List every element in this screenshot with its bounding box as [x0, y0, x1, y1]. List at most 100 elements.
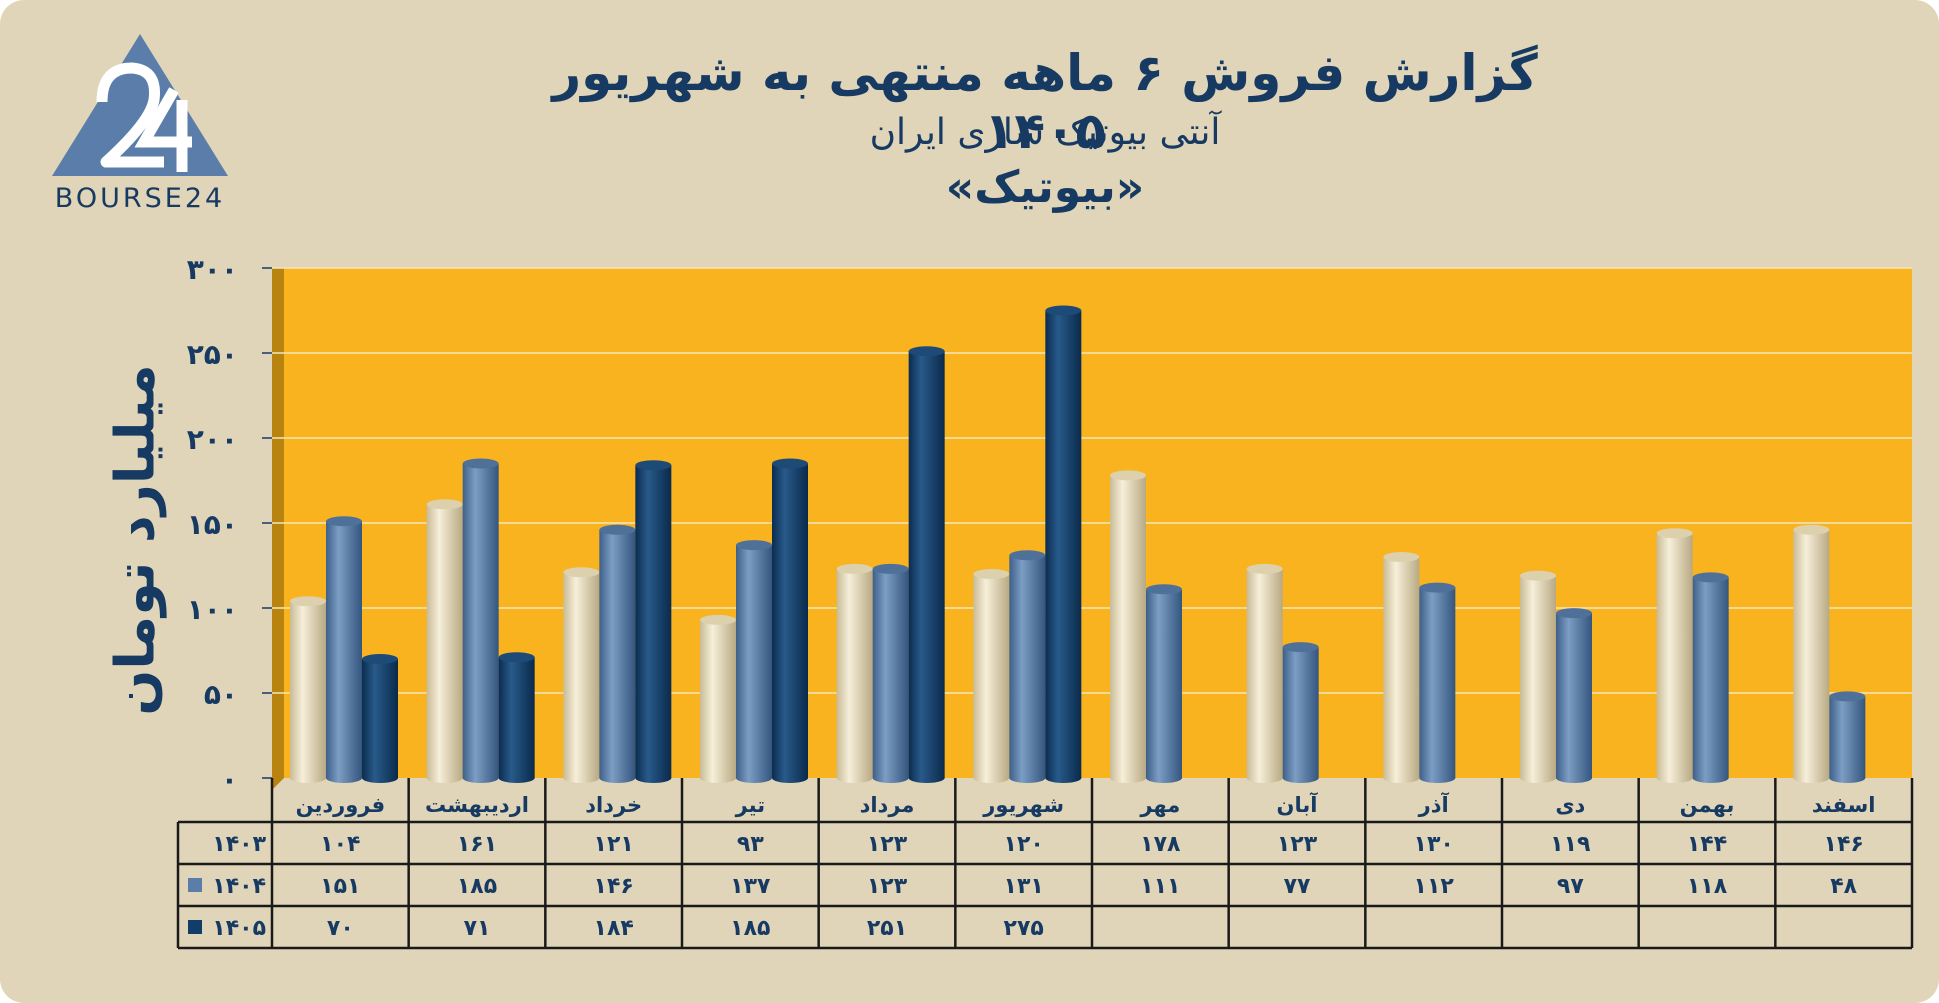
bar-base: [599, 773, 636, 783]
bar-body: [1793, 529, 1830, 778]
bar-9-0: [1520, 570, 1556, 783]
data-label: ۱۱۲: [1414, 874, 1455, 899]
bar-0-2: [362, 654, 398, 783]
data-label: ۱۱۱: [1140, 874, 1180, 899]
bar-cap: [498, 652, 535, 663]
bar-base: [1692, 773, 1729, 783]
bar-cap: [426, 499, 463, 510]
bar-1-2: [498, 652, 535, 783]
data-label: ۷۱: [464, 916, 491, 941]
bar-cap: [908, 346, 945, 357]
bar-body: [1556, 613, 1592, 778]
bar-body: [1520, 575, 1556, 778]
bar-cap: [872, 563, 909, 574]
bar-body: [772, 463, 808, 778]
x-tick-label: اردیبهشت: [425, 793, 529, 817]
bar-cap: [462, 458, 499, 469]
bar-cap: [1110, 470, 1146, 481]
bar-body: [462, 463, 499, 778]
data-label: ۱۵۱: [320, 874, 360, 899]
bar-base: [1110, 773, 1146, 783]
data-label: ۱۱۹: [1550, 832, 1590, 857]
bar-base: [1009, 773, 1046, 783]
bar-base: [498, 773, 535, 783]
bar-4-2: [908, 346, 945, 783]
bar-base: [426, 773, 463, 783]
x-tick-label: اسفند: [1812, 793, 1876, 817]
bar-0-1: [326, 516, 362, 783]
data-label: ۱۲۳: [867, 832, 908, 857]
bar-base: [872, 773, 909, 783]
data-label: ۱۲۳: [1277, 832, 1318, 857]
bar-cap: [772, 458, 808, 469]
x-tick-label: شهریور: [982, 793, 1064, 817]
bar-body: [908, 351, 945, 778]
bar-cap: [1692, 572, 1729, 583]
bar-body: [700, 619, 736, 778]
bar-base: [1829, 773, 1866, 783]
bar-body: [1110, 475, 1146, 778]
data-label: ۷۰: [327, 916, 354, 941]
bar-body: [1419, 587, 1456, 778]
bar-cap: [1793, 524, 1830, 535]
bar-7-0: [1246, 563, 1283, 783]
series-label: ۱۴۰۵: [212, 916, 266, 941]
data-label: ۱۲۱: [594, 832, 634, 857]
bar-cap: [1419, 582, 1456, 593]
bar-base: [1383, 773, 1420, 783]
x-tick-label: آذر: [1418, 792, 1450, 817]
data-label: ۱۴۶: [594, 874, 634, 899]
bar-1-1: [462, 458, 499, 783]
bar-5-0: [973, 569, 1010, 783]
bar-2-0: [563, 567, 600, 783]
series-label: ۱۴۰۳: [212, 832, 266, 857]
bar-2-1: [599, 524, 636, 783]
bar-base: [462, 773, 499, 783]
bar-cap: [973, 569, 1010, 579]
x-tick-label: تیر: [735, 793, 766, 817]
data-label: ۲۵۱: [867, 916, 907, 941]
bar-body: [326, 521, 362, 778]
bar-body: [1829, 696, 1866, 778]
bar-0-0: [290, 596, 326, 783]
bar-10-0: [1656, 528, 1693, 783]
bar-body: [1045, 310, 1082, 778]
bar-3-1: [736, 540, 772, 783]
data-label: ۱۰۴: [320, 832, 360, 857]
bar-body: [635, 465, 672, 778]
bar-cap: [326, 516, 362, 527]
data-label: ۱۴۴: [1687, 832, 1727, 857]
bar-body: [1146, 589, 1182, 778]
bar-base: [362, 773, 398, 783]
bar-body: [1282, 647, 1319, 778]
legend-swatch: [188, 920, 202, 934]
data-label: ۱۳۱: [1004, 874, 1044, 899]
y-tick-label: ۲۵۰: [187, 338, 238, 371]
data-label: ۷۷: [1284, 874, 1311, 899]
bar-base: [700, 773, 736, 783]
bar-cap: [1282, 642, 1319, 653]
y-tick-label: ۱۰۰: [187, 593, 238, 626]
data-label: ۹۷: [1557, 874, 1584, 899]
bar-10-1: [1692, 572, 1729, 783]
bar-3-0: [700, 614, 736, 783]
bar-8-1: [1419, 582, 1456, 783]
bar-3-2: [772, 458, 808, 783]
bar-11-0: [1793, 524, 1830, 783]
bar-5-1: [1009, 550, 1046, 783]
bar-body: [1246, 568, 1283, 778]
x-tick-label: بهمن: [1680, 793, 1735, 817]
x-tick-label: مرداد: [860, 793, 915, 817]
bar-body: [498, 657, 535, 778]
bar-base: [1793, 773, 1830, 783]
bar-body: [362, 659, 398, 778]
bar-4-0: [836, 563, 873, 783]
y-tick-label: ۰: [221, 763, 238, 796]
bar-cap: [1556, 608, 1592, 619]
bar-11-1: [1829, 691, 1866, 783]
bar-base: [772, 773, 808, 783]
bar-cap: [836, 563, 873, 574]
bar-base: [973, 773, 1010, 783]
